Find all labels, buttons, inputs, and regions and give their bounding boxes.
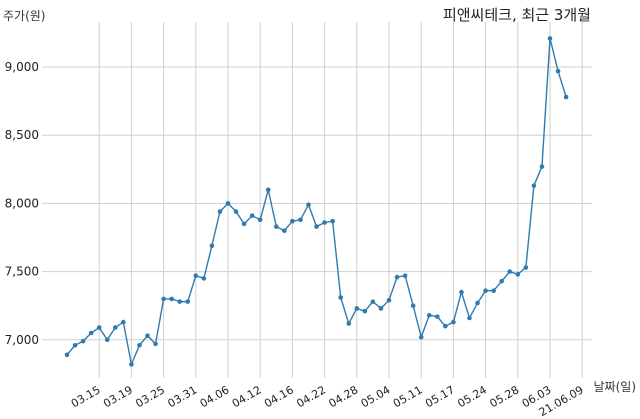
price-point: [161, 296, 166, 302]
x-tick-label: 04.28: [327, 383, 361, 410]
y-tick-label: 7,500: [5, 265, 39, 279]
price-point: [249, 213, 255, 218]
price-point: [129, 362, 134, 367]
x-tick-label: 03.15: [69, 383, 103, 410]
price-point: [531, 183, 537, 188]
price-point: [426, 312, 432, 318]
x-tick-label: 04.22: [294, 383, 328, 410]
price-point: [370, 299, 376, 304]
price-point: [314, 224, 319, 229]
price-point: [72, 342, 78, 348]
price-point: [459, 289, 464, 295]
price-point: [322, 220, 327, 225]
price-point: [499, 278, 505, 284]
price-line: [66, 37, 567, 366]
price-point: [201, 276, 207, 281]
price-point: [88, 330, 94, 336]
y-tick-label: 9,000: [5, 60, 39, 74]
price-point: [346, 321, 352, 326]
y-axis-label: 주가(원): [3, 9, 46, 23]
price-point: [193, 273, 199, 279]
price-point: [145, 333, 150, 339]
x-tick-label: 05.28: [488, 383, 522, 410]
price-point: [185, 299, 191, 304]
price-point: [467, 315, 472, 321]
price-point: [402, 273, 408, 279]
price-point: [282, 228, 287, 233]
price-point: [96, 325, 102, 330]
x-tick-label: 03.31: [166, 383, 200, 410]
x-tick-label: 05.04: [359, 383, 393, 410]
x-tick-label: 05.11: [391, 383, 425, 410]
price-point: [475, 300, 480, 306]
price-point: [547, 36, 553, 41]
price-point: [362, 308, 368, 314]
x-tick-label: 03.19: [101, 383, 135, 410]
price-point: [137, 342, 142, 348]
price-point: [257, 217, 263, 223]
price-point: [330, 218, 335, 224]
price-point: [563, 94, 569, 100]
price-point: [491, 288, 496, 294]
x-tick-label: 03.25: [133, 383, 167, 410]
price-point: [523, 265, 529, 270]
price-point: [338, 295, 344, 300]
x-tick-label: 04.06: [198, 383, 232, 410]
price-point: [435, 314, 440, 319]
price-point: [241, 221, 247, 227]
price-point: [274, 224, 279, 229]
y-tick-label: 7,000: [5, 333, 39, 347]
price-point: [443, 323, 448, 329]
price-point: [290, 218, 295, 224]
price-point: [515, 272, 521, 277]
price-point: [80, 338, 86, 344]
price-point: [418, 334, 424, 340]
chart-title: 피앤씨테크, 최근 3개월: [442, 6, 591, 24]
price-point: [169, 296, 174, 302]
price-point: [451, 319, 456, 325]
y-tick-label: 8,500: [5, 128, 39, 142]
x-axis-label: 날짜(일): [593, 380, 636, 394]
price-point: [265, 187, 271, 193]
y-tick-label: 8,000: [5, 196, 39, 210]
price-point: [386, 297, 392, 303]
price-point: [555, 68, 561, 74]
price-point: [121, 319, 126, 325]
price-point: [394, 274, 400, 280]
price-point: [378, 306, 384, 311]
price-point: [177, 299, 182, 304]
price-point: [104, 337, 110, 343]
price-point: [113, 325, 118, 330]
price-point: [153, 341, 158, 347]
x-tick-label: 05.24: [455, 383, 489, 410]
price-point: [306, 202, 311, 208]
price-point: [298, 217, 303, 223]
price-point: [209, 243, 215, 248]
price-point: [217, 209, 223, 214]
x-tick-label: 04.12: [230, 383, 264, 410]
price-point: [507, 269, 513, 274]
price-point: [64, 352, 70, 358]
x-tick-label: 04.16: [262, 383, 296, 410]
price-point: [410, 303, 416, 309]
price-point: [233, 209, 239, 214]
price-point: [225, 201, 231, 206]
price-point: [483, 288, 488, 294]
price-point: [354, 306, 360, 311]
x-tick-label: 05.17: [423, 383, 457, 410]
price-point: [539, 164, 545, 169]
